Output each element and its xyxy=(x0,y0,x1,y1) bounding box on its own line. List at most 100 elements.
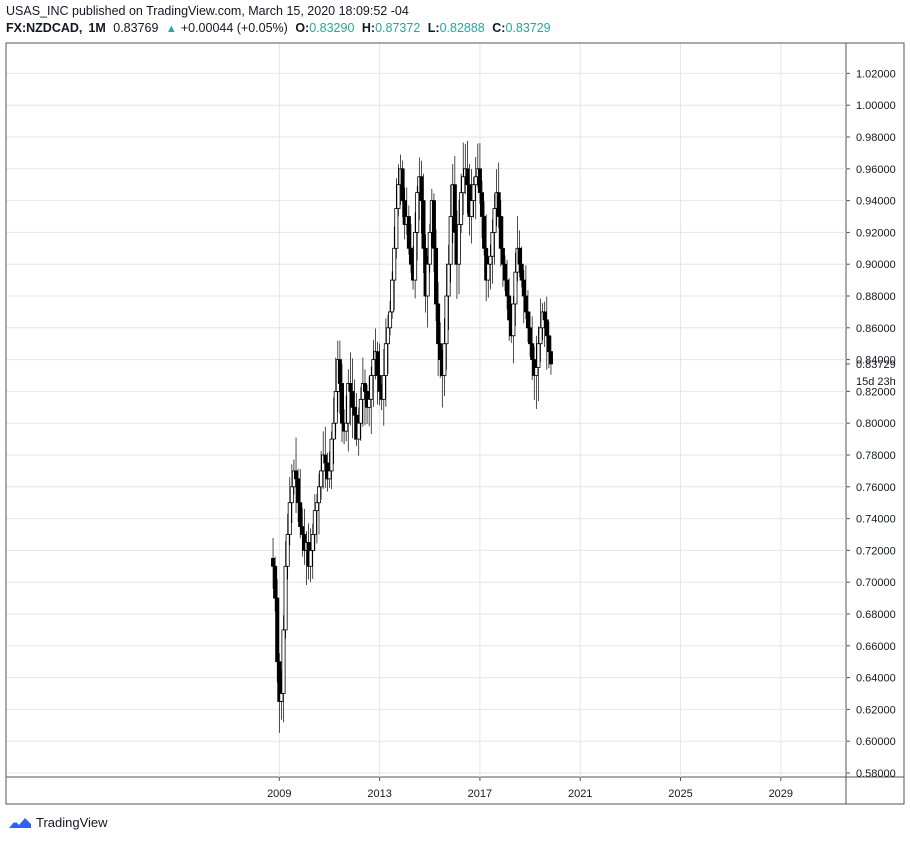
candle-body xyxy=(436,303,441,345)
candle xyxy=(289,464,294,524)
candle-body xyxy=(400,168,405,202)
candle xyxy=(283,541,288,639)
candle-body xyxy=(390,279,395,313)
candle-body xyxy=(479,192,484,217)
candle-body xyxy=(333,390,338,424)
candle-body xyxy=(402,200,407,225)
candle xyxy=(421,173,426,273)
y-tick-label: 0.66000 xyxy=(856,641,896,653)
candle xyxy=(502,255,507,292)
candle xyxy=(385,314,390,374)
candle xyxy=(331,397,336,464)
x-tick-label: 2017 xyxy=(468,788,492,800)
candle xyxy=(314,494,319,544)
price-axis[interactable]: 0.58000 0.60000 0.62000 0.64000 0.66000 0.680… xyxy=(846,68,896,780)
footer-brand[interactable]: TradingView xyxy=(36,815,108,830)
y-tick-label: 0.82000 xyxy=(856,386,896,398)
candle-body xyxy=(277,661,282,702)
candle-body xyxy=(388,311,393,329)
candle-body xyxy=(421,200,426,249)
candle xyxy=(530,316,535,381)
high-label: H: xyxy=(361,21,376,35)
candle-body xyxy=(377,375,382,392)
candle xyxy=(406,205,411,255)
candle-body xyxy=(344,422,349,432)
candle-body xyxy=(367,398,372,408)
symbol-label[interactable]: FX:NZDCAD, xyxy=(6,21,83,35)
y-tick-label: 0.94000 xyxy=(856,196,896,208)
candle-body xyxy=(337,359,342,384)
y-tick-label: 0.62000 xyxy=(856,704,896,716)
time-axis[interactable]: 2009 2013 2017 2021 2025 2029 xyxy=(267,777,793,800)
candle xyxy=(369,366,374,435)
y-tick-label: 0.68000 xyxy=(856,609,896,621)
candle xyxy=(538,298,543,362)
candle xyxy=(465,140,470,214)
candle xyxy=(275,579,280,683)
candle-body xyxy=(500,247,505,265)
candle-body xyxy=(385,327,390,345)
candle xyxy=(362,369,367,426)
candle-body xyxy=(413,231,418,281)
candle xyxy=(427,223,432,273)
candle-body xyxy=(544,319,549,337)
candle xyxy=(469,168,474,244)
candle-body xyxy=(419,176,424,202)
candle-body xyxy=(392,247,397,281)
candle xyxy=(436,282,441,376)
candle-body xyxy=(473,176,478,186)
candle-body xyxy=(490,231,495,257)
candle-body xyxy=(339,383,344,424)
candle-body xyxy=(519,263,524,281)
candle xyxy=(525,290,530,343)
timeframe-label[interactable]: 1M xyxy=(88,21,106,35)
candle xyxy=(521,270,526,324)
candle-body xyxy=(396,184,401,209)
candle xyxy=(346,369,351,452)
candle xyxy=(310,523,315,579)
candle-body xyxy=(327,470,332,480)
candle-body xyxy=(271,557,276,567)
candle xyxy=(542,301,547,347)
candle xyxy=(392,226,397,311)
candle xyxy=(482,201,487,256)
candle xyxy=(367,376,372,427)
candle-body xyxy=(465,168,470,186)
y-tick-label: 0.86000 xyxy=(856,323,896,335)
publisher-line: USAS_INC published on TradingView.com, M… xyxy=(6,4,409,18)
candle-body xyxy=(502,263,507,281)
candle xyxy=(425,255,430,328)
candle-body xyxy=(310,534,315,551)
candle-body xyxy=(314,502,319,512)
y-tick-label: 0.78000 xyxy=(856,450,896,462)
candle-body xyxy=(496,192,501,217)
candle xyxy=(356,407,361,456)
candle-body xyxy=(346,383,351,424)
candle-body xyxy=(536,343,541,368)
bar-countdown-label: 15d 23h xyxy=(856,376,896,388)
candle xyxy=(457,199,462,295)
candle-body xyxy=(294,470,299,480)
candle-body xyxy=(507,295,512,321)
close-label: C: xyxy=(492,21,506,35)
candle xyxy=(534,335,539,409)
candle xyxy=(287,477,292,546)
candle-body xyxy=(383,343,388,376)
candle-body xyxy=(356,422,361,440)
candle xyxy=(544,296,549,370)
candle xyxy=(408,224,413,274)
candle xyxy=(281,615,286,723)
candle-body xyxy=(408,247,413,265)
candle-body xyxy=(488,255,493,265)
x-tick-label: 2021 xyxy=(568,788,592,800)
x-tick-label: 2025 xyxy=(668,788,692,800)
y-tick-label: 1.02000 xyxy=(856,68,896,80)
open-value: 0.83290 xyxy=(309,21,355,35)
candle xyxy=(396,164,401,217)
candle-body xyxy=(521,279,526,297)
candle xyxy=(394,178,399,259)
candle xyxy=(434,229,439,322)
tradingview-logo-icon[interactable] xyxy=(8,816,32,830)
y-tick-label: 0.70000 xyxy=(856,577,896,589)
